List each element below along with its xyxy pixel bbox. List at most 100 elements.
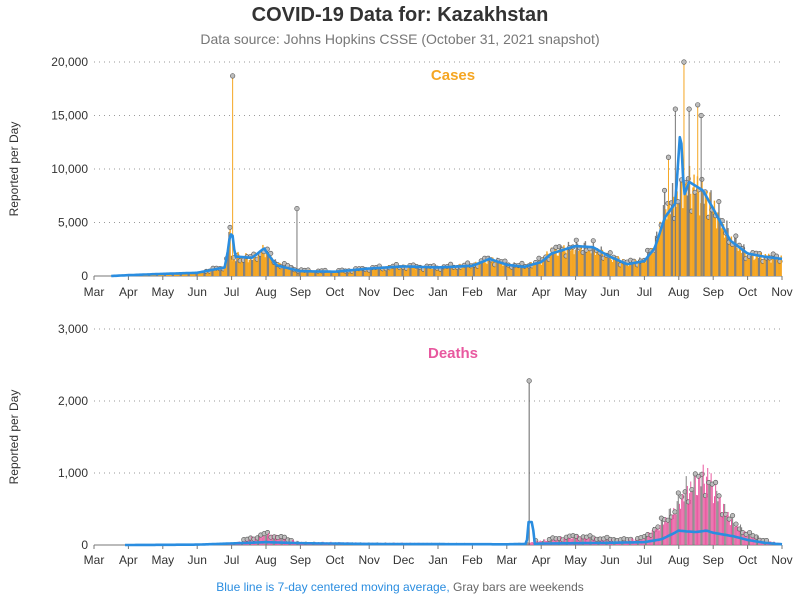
daily-bar (778, 262, 780, 276)
daily-bar (611, 261, 614, 276)
daily-bar (726, 220, 728, 276)
daily-bar (194, 273, 196, 276)
daily-bar (727, 228, 729, 276)
daily-bar (754, 258, 756, 276)
daily-bar (379, 266, 382, 276)
daily-bar (729, 240, 731, 276)
daily-bar (684, 182, 686, 276)
daily-bar (307, 270, 309, 276)
daily-bar (392, 266, 394, 276)
spike-marker (526, 378, 532, 384)
daily-bar (184, 273, 186, 276)
daily-bar (215, 268, 218, 276)
daily-bar (441, 266, 443, 276)
daily-bar (502, 265, 504, 276)
daily-bar (706, 215, 709, 276)
daily-bar (662, 205, 665, 276)
x-tick-label: Nov (771, 553, 792, 567)
daily-bar (386, 266, 389, 276)
daily-bar (591, 246, 593, 276)
daily-bar (469, 268, 471, 276)
daily-bar (282, 263, 284, 276)
daily-bar (387, 265, 390, 276)
daily-bar (742, 248, 744, 276)
x-tick-label: Jan (428, 285, 447, 299)
x-tick-label: Oct (325, 285, 344, 299)
y-tick-label: 20,000 (51, 55, 88, 69)
daily-bar (222, 268, 225, 276)
daily-bar (289, 269, 291, 276)
daily-bar (450, 264, 452, 276)
daily-bar (523, 268, 526, 276)
daily-bar (720, 228, 722, 276)
daily-bar (762, 261, 764, 276)
daily-bar (332, 271, 334, 276)
daily-bar (309, 271, 312, 276)
daily-bar (262, 244, 264, 276)
x-tick-label: Aug (668, 553, 689, 567)
daily-bar (228, 231, 230, 276)
daily-bar (214, 269, 217, 276)
daily-bar (283, 263, 286, 276)
daily-bar (677, 201, 679, 276)
daily-bar (613, 257, 615, 276)
daily-bar (618, 260, 621, 276)
daily-bar (766, 256, 769, 276)
daily-bar (235, 261, 237, 276)
daily-bar (349, 269, 351, 276)
daily-bar (216, 269, 219, 276)
daily-bar (771, 258, 773, 276)
daily-bar (476, 262, 478, 276)
daily-bar (548, 259, 550, 276)
daily-bar (711, 209, 713, 276)
daily-bar (491, 257, 494, 276)
daily-bar (500, 261, 503, 276)
daily-bar (230, 255, 232, 276)
daily-bar (312, 270, 314, 276)
daily-bar (291, 266, 294, 276)
daily-bar (658, 234, 660, 276)
daily-bar (620, 261, 623, 276)
daily-bar (555, 247, 557, 276)
daily-bar (597, 248, 599, 276)
daily-bar (488, 255, 490, 276)
x-tick-label: Jul (637, 553, 652, 567)
daily-bar (616, 258, 618, 276)
daily-bar (302, 271, 305, 276)
daily-bar (641, 261, 643, 276)
daily-bar (448, 267, 451, 276)
daily-bar (347, 270, 349, 276)
daily-bar (252, 259, 254, 276)
footnote-moving-average: Blue line is 7-day centered moving avera… (216, 580, 450, 594)
daily-bar (342, 271, 344, 276)
daily-bar (383, 266, 385, 276)
daily-bar (474, 261, 477, 276)
daily-bar (319, 271, 322, 276)
daily-bar (687, 178, 690, 276)
daily-marker (726, 516, 732, 522)
daily-marker (699, 176, 705, 182)
daily-bar (410, 267, 412, 276)
daily-bar (457, 264, 460, 276)
daily-bar (459, 263, 461, 276)
daily-bar (761, 259, 763, 276)
daily-bar (253, 254, 255, 276)
daily-bar (517, 265, 520, 276)
daily-bar (305, 271, 307, 276)
daily-bar (394, 266, 397, 276)
daily-bar (721, 220, 724, 276)
daily-bar (403, 264, 406, 276)
daily-bar (464, 266, 467, 276)
daily-bar (553, 252, 555, 276)
daily-bar (371, 267, 374, 276)
daily-marker (730, 513, 736, 519)
x-tick-label: May (151, 553, 174, 567)
daily-bar (438, 267, 441, 276)
daily-bar (738, 245, 741, 276)
daily-bar (556, 255, 558, 276)
x-tick-label: Sep (290, 553, 312, 567)
daily-bar (660, 225, 662, 276)
daily-bar (538, 258, 540, 276)
daily-bar (699, 215, 701, 276)
daily-bar (659, 221, 661, 276)
